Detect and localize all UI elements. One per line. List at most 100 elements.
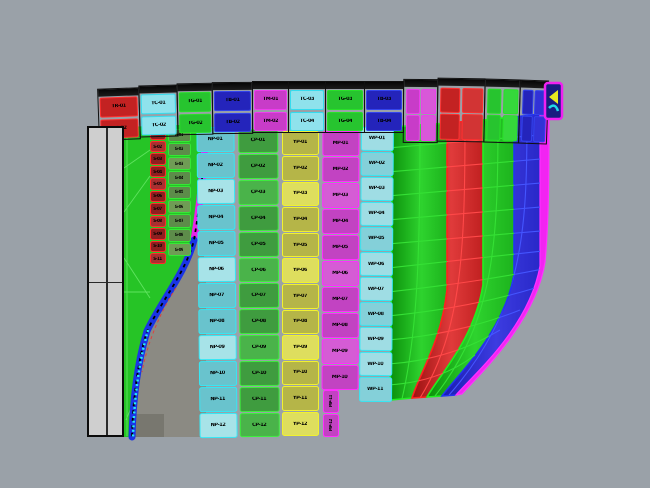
plate-cell[interactable]: NP-08 <box>197 308 237 334</box>
plate-cell[interactable]: S-02 <box>149 140 166 153</box>
plate-cell[interactable]: TB-04 <box>366 111 402 131</box>
plate-cell[interactable]: CP-09 <box>238 335 279 361</box>
plate-cell[interactable]: WP-10 <box>358 352 392 377</box>
plate-cell[interactable] <box>421 88 436 114</box>
plate-cell[interactable]: CP-12 <box>239 412 280 438</box>
plate-cell[interactable]: WP-09 <box>358 327 393 352</box>
plate-cell[interactable]: MP-09 <box>321 338 359 364</box>
strip-magenta[interactable]: MP-01 MP-02 MP-03 MP-04 MP-05 MP-06 MP-07 MP-08… <box>321 130 360 390</box>
plate-cell[interactable]: CP-11 <box>239 386 280 412</box>
plate-cell[interactable] <box>520 115 533 142</box>
plate-cell[interactable]: CP-04 <box>238 205 279 231</box>
strip-magenta-tab[interactable]: MP-11 MP-12 <box>322 389 339 437</box>
plate-cell[interactable]: WP-04 <box>359 201 393 226</box>
strip-green-mid[interactable]: CP-01 CP-02 CP-03 CP-04 CP-05 CP-06 CP-07 CP-08… <box>237 128 280 438</box>
plate-cell[interactable]: TB-03 <box>366 90 402 110</box>
plate-cell[interactable]: NP-03 <box>196 178 235 204</box>
plate-cell[interactable]: MP-04 <box>321 208 359 234</box>
plate-cell[interactable]: CP-08 <box>238 309 279 335</box>
plate-cell[interactable]: MP-08 <box>321 312 359 338</box>
plate-cell[interactable]: YP-10 <box>281 360 319 386</box>
plate-cell[interactable]: TG-03 <box>327 90 363 110</box>
plate-cell[interactable]: WP-11 <box>358 377 392 402</box>
plate-cell[interactable]: S-05 <box>149 178 166 190</box>
top-plate-block-magentaTop[interactable] <box>402 78 439 144</box>
plate-cell[interactable]: YP-02 <box>281 156 319 181</box>
top-plate-block-green[interactable]: TG-03 TG-04 <box>325 81 365 133</box>
plate-cell[interactable]: G-09 <box>167 243 191 257</box>
plate-cell[interactable]: NP-12 <box>198 412 238 438</box>
plate-cell[interactable]: MP-02 <box>321 156 359 182</box>
plate-cell[interactable]: TM-02 <box>254 111 287 131</box>
top-plate-block-green[interactable] <box>483 78 521 144</box>
plate-cell[interactable]: MP-06 <box>321 260 359 286</box>
plate-cell[interactable]: YP-12 <box>281 411 319 437</box>
strip-cyan-main[interactable]: NP-01 NP-02 NP-03 NP-04 NP-05 NP-06 NP-07 NP-08… <box>195 126 238 438</box>
plate-cell[interactable]: TB-01 <box>213 90 252 111</box>
plate-cell[interactable]: MP-11 <box>322 389 339 413</box>
plate-cell[interactable]: TM-01 <box>254 90 287 110</box>
plate-cell[interactable]: S-06 <box>149 190 166 203</box>
top-plate-block-green[interactable]: TG-01 TG-02 <box>176 82 214 136</box>
plate-cell[interactable]: S-08 <box>149 215 166 228</box>
plate-cell[interactable]: G-04 <box>167 171 191 185</box>
plate-cell[interactable]: WP-07 <box>359 276 393 302</box>
plate-cell[interactable]: G-03 <box>167 157 191 171</box>
plate-cell[interactable]: NP-06 <box>197 256 236 282</box>
plate-cell[interactable]: G-02 <box>167 142 191 157</box>
top-plate-block-blue[interactable]: TB-03 TB-04 <box>364 81 404 133</box>
plate-cell[interactable]: S-10 <box>149 240 166 253</box>
plate-cell[interactable] <box>485 114 502 141</box>
plate-cell[interactable]: YP-03 <box>281 181 319 207</box>
plate-cell[interactable]: CP-07 <box>238 283 279 309</box>
plate-cell[interactable]: TC-02 <box>141 115 177 136</box>
plate-cell[interactable]: NP-04 <box>196 204 235 230</box>
plate-cell[interactable]: G-06 <box>167 200 191 214</box>
plate-cell[interactable] <box>521 89 534 115</box>
plate-cell[interactable] <box>405 88 420 114</box>
plate-cell[interactable]: YP-09 <box>281 335 319 360</box>
plate-cell[interactable]: CP-02 <box>237 154 278 180</box>
plate-cell[interactable]: TG-02 <box>179 113 212 134</box>
plate-cell[interactable]: CP-06 <box>238 257 279 283</box>
plate-cell[interactable]: NP-07 <box>197 282 236 308</box>
plate-cell[interactable]: NP-09 <box>198 334 237 360</box>
plate-cell[interactable]: NP-05 <box>196 230 236 256</box>
plate-cell[interactable]: YP-05 <box>281 232 319 258</box>
plate-cell[interactable] <box>486 88 502 114</box>
plate-cell[interactable]: MP-05 <box>321 234 359 260</box>
plate-cell[interactable]: TC-01 <box>140 93 177 114</box>
plate-cell[interactable]: CP-10 <box>238 360 280 386</box>
plate-cell[interactable]: S-04 <box>149 165 166 178</box>
plate-cell[interactable]: S-03 <box>149 153 166 165</box>
plate-cell[interactable]: S-09 <box>149 228 166 240</box>
plate-cell[interactable]: YP-11 <box>281 386 319 411</box>
top-plate-block-cyanTop[interactable]: TC-01 TC-02 <box>138 84 179 138</box>
plate-cell[interactable]: G-08 <box>167 228 191 243</box>
plate-cell[interactable] <box>461 114 483 140</box>
plate-cell[interactable]: MP-12 <box>322 413 339 437</box>
plate-cell[interactable]: TC-04 <box>290 111 324 131</box>
plate-cell[interactable]: CP-03 <box>237 180 279 206</box>
plate-cell[interactable] <box>405 115 420 141</box>
plate-cell[interactable]: CP-05 <box>238 231 279 257</box>
top-plate-block-cyanTop[interactable]: TC-03 TC-04 <box>288 81 326 133</box>
plate-cell[interactable]: YP-04 <box>281 207 319 232</box>
plate-cell[interactable]: TC-03 <box>290 90 324 110</box>
top-plate-block-blue[interactable]: TB-01 TB-02 <box>211 81 254 135</box>
plate-cell[interactable]: MP-03 <box>321 182 359 208</box>
plate-cell[interactable]: TB-02 <box>214 112 252 133</box>
plate-cell[interactable]: YP-06 <box>281 258 319 283</box>
plate-cell[interactable]: MP-07 <box>321 286 359 312</box>
plate-cell[interactable]: TG-04 <box>327 111 363 131</box>
plate-cell[interactable]: WP-05 <box>359 226 393 252</box>
plate-cell[interactable]: YP-01 <box>281 130 319 156</box>
plate-cell[interactable]: S-11 <box>149 253 166 265</box>
plate-cell[interactable]: G-07 <box>167 214 191 228</box>
plate-cell[interactable]: NP-11 <box>198 386 237 412</box>
plate-cell[interactable]: WP-08 <box>359 302 393 327</box>
plate-cell[interactable]: WP-02 <box>360 151 394 176</box>
top-plate-block-magentaTop[interactable]: TM-01 TM-02 <box>252 81 289 133</box>
plate-cell[interactable]: MP-10 <box>321 364 359 390</box>
